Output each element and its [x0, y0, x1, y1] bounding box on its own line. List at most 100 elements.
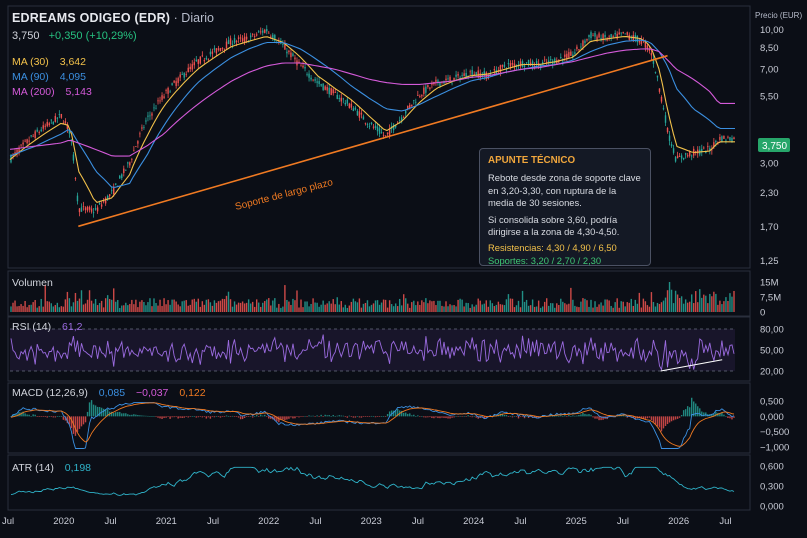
macd-histogram-bar [552, 416, 554, 417]
macd-histogram-bar [280, 416, 282, 420]
legend-ma200[interactable]: MA (200) 5,143 [12, 86, 92, 98]
macd-histogram-bar [241, 416, 244, 420]
volume-bar [203, 304, 206, 312]
volume-bar [479, 300, 481, 312]
volume-bar [527, 305, 530, 312]
volume-panel[interactable] [7, 270, 751, 317]
last-price: 3,750 [12, 30, 40, 42]
candle-body [473, 74, 475, 76]
volume-bar [431, 301, 433, 312]
atr-legend[interactable]: ATR (14) 0,198 [12, 462, 91, 474]
volume-bar [545, 298, 548, 312]
volume-bar [117, 299, 119, 312]
volume-bar [104, 298, 107, 312]
macd-histogram-bar [576, 415, 578, 417]
volume-bar [715, 293, 717, 312]
candle-body [90, 208, 93, 212]
macd-histogram-bar [360, 416, 363, 418]
technical-note-text1: Rebote desde zona de soporte clave en 3,… [488, 172, 641, 209]
candle-body [102, 201, 105, 203]
volume-bar [155, 303, 157, 312]
candle-body [292, 53, 294, 57]
candle-body [127, 162, 129, 164]
volume-bar [541, 306, 544, 312]
macd-histogram-bar [413, 414, 415, 417]
macd-histogram-bar [648, 416, 651, 418]
volume-bar [312, 298, 314, 312]
candle-body [501, 64, 504, 67]
candle-body [161, 95, 163, 100]
volume-bar [106, 295, 109, 312]
volume-bar [308, 306, 310, 312]
candle-body [58, 114, 61, 115]
macd-legend[interactable]: MACD (12,26,9) 0,085 −0,037 0,122 [12, 387, 206, 399]
macd-histogram-bar [562, 416, 564, 417]
candle-body [350, 103, 353, 108]
volume-bar [18, 305, 20, 312]
price-panel[interactable] [7, 5, 751, 269]
volume-bar [159, 299, 161, 312]
candle-body [235, 40, 238, 43]
atr-tick-label: 0,300 [760, 482, 784, 493]
macd-histogram-bar [441, 416, 443, 418]
rsi-legend[interactable]: RSI (14) 61,2 [12, 321, 82, 333]
volume-bar [46, 301, 48, 312]
candle-body [382, 135, 385, 137]
candle-body [421, 94, 423, 97]
candle-body [664, 115, 667, 123]
volume-bar [350, 301, 353, 312]
volume-bar [187, 305, 189, 312]
macd-panel[interactable] [7, 382, 751, 454]
volume-bar [417, 301, 419, 312]
macd-histogram-bar [201, 416, 204, 418]
macd-histogram-bar [239, 416, 242, 420]
volume-bar [697, 302, 699, 312]
candle-body [255, 34, 258, 36]
candle-body [576, 46, 578, 50]
volume-bar [461, 299, 463, 312]
atr-panel[interactable] [7, 454, 751, 511]
volume-bar [145, 305, 147, 312]
timeframe-label[interactable]: · Diario [173, 11, 214, 25]
candle-body [76, 195, 79, 202]
rsi-panel[interactable] [7, 316, 751, 382]
macd-histogram-bar [298, 416, 300, 418]
macd-histogram-bar [511, 416, 514, 418]
macd-histogram-bar [88, 402, 91, 417]
macd-histogram-bar [684, 409, 687, 417]
candle-body [409, 104, 411, 109]
macd-histogram-bar [56, 416, 59, 417]
volume-bar [332, 299, 334, 312]
volume-bar [16, 306, 18, 312]
macd-histogram-bar [405, 412, 407, 417]
macd-histogram-bar [558, 416, 560, 417]
candle-body [203, 59, 206, 62]
candle-body [181, 74, 183, 75]
volume-bar [42, 306, 44, 312]
macd-histogram-bar [326, 415, 328, 417]
legend-ma30[interactable]: MA (30) 3,642 [12, 56, 86, 68]
volume-bar [30, 304, 32, 312]
candle-body [143, 127, 145, 128]
volume-bar [372, 303, 375, 312]
legend-ma90[interactable]: MA (90) 4,095 [12, 71, 86, 83]
macd-histogram-bar [274, 416, 276, 421]
volume-bar [125, 302, 127, 312]
volume-bar [88, 290, 91, 312]
macd-histogram-bar [368, 416, 371, 417]
macd-histogram-bar [350, 416, 353, 417]
volume-bar [12, 302, 14, 312]
candle-body [249, 35, 252, 38]
volume-bar [705, 295, 707, 312]
volume-bar [421, 300, 423, 312]
volume-bar [709, 293, 711, 312]
candle-body [570, 51, 572, 56]
candle-body [729, 137, 731, 141]
candle-body [634, 35, 637, 39]
volume-bar [38, 306, 40, 312]
candle-body [167, 87, 169, 94]
volume-bar [586, 300, 588, 312]
macd-histogram-bar [199, 416, 202, 417]
macd-histogram-bar [666, 416, 669, 425]
time-tick-label: 2021 [156, 516, 177, 527]
